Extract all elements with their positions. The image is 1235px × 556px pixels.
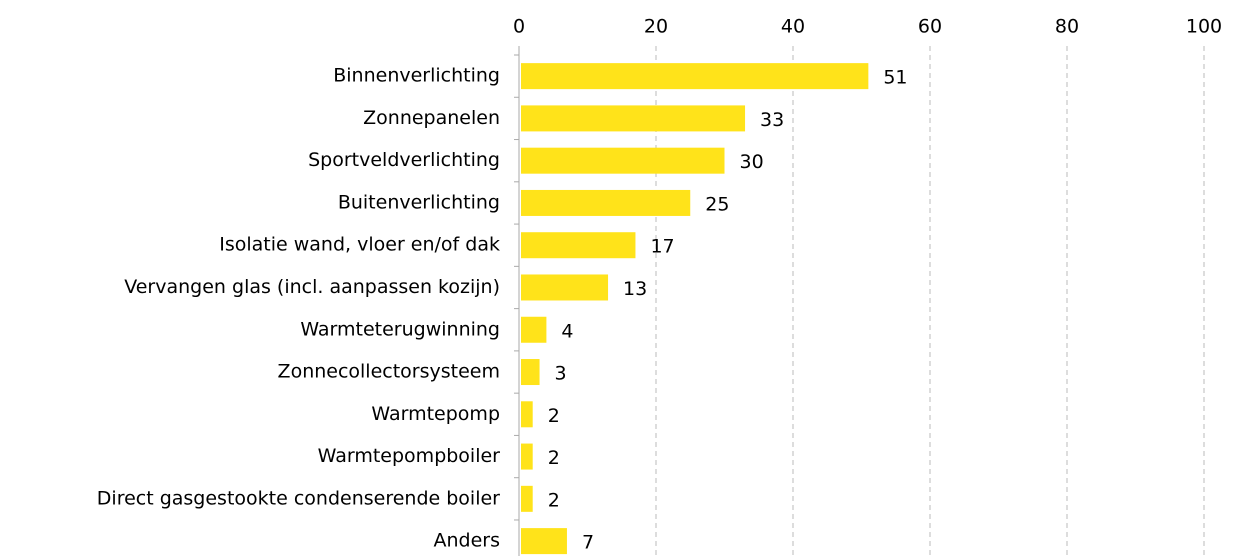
bar [521, 401, 533, 428]
data-label: 13 [623, 278, 647, 300]
y-tick-label: Zonnepanelen [363, 107, 500, 129]
y-tick-label: Direct gasgestookte condenserende boiler [97, 487, 500, 509]
bar [521, 359, 540, 386]
bar [521, 316, 547, 343]
x-tick-label: 0 [513, 16, 525, 38]
data-label: 25 [705, 193, 729, 215]
data-label: 7 [582, 532, 594, 554]
x-tick-label: 20 [644, 16, 668, 38]
bar [521, 63, 869, 90]
data-label: 2 [548, 447, 560, 469]
bar [521, 443, 533, 470]
bar [521, 528, 567, 555]
bar [521, 485, 533, 512]
y-tick-label: Warmtepompboiler [318, 445, 501, 467]
data-label: 2 [548, 405, 560, 427]
data-label: 2 [548, 489, 560, 511]
data-label: 4 [561, 320, 573, 342]
data-label: 17 [650, 236, 674, 258]
data-label: 51 [883, 67, 907, 89]
bar [521, 105, 746, 132]
bar [521, 189, 691, 216]
x-tick-label: 60 [918, 16, 942, 38]
y-tick-label: Sportveldverlichting [308, 149, 500, 171]
x-tick-label: 80 [1055, 16, 1079, 38]
y-tick-label: Vervangen glas (incl. aanpassen kozijn) [124, 276, 500, 298]
y-tick-label: Isolatie wand, vloer en/of dak [219, 234, 500, 256]
data-label: 33 [760, 109, 784, 131]
data-label: 3 [555, 363, 567, 385]
x-tick-label: 100 [1186, 16, 1222, 38]
y-tick-label: Anders [434, 530, 501, 552]
y-tick-label: Buitenverlichting [338, 191, 500, 213]
y-tick-label: Zonnecollectorsysteem [278, 361, 500, 383]
bar [521, 232, 636, 259]
data-label: 30 [740, 151, 764, 173]
x-tick-label: 40 [781, 16, 805, 38]
y-tick-label: Warmtepomp [371, 403, 500, 425]
bar [521, 147, 725, 174]
y-tick-label: Binnenverlichting [333, 65, 500, 87]
y-tick-label: Warmteterugwinning [300, 318, 500, 340]
bar [521, 274, 609, 301]
